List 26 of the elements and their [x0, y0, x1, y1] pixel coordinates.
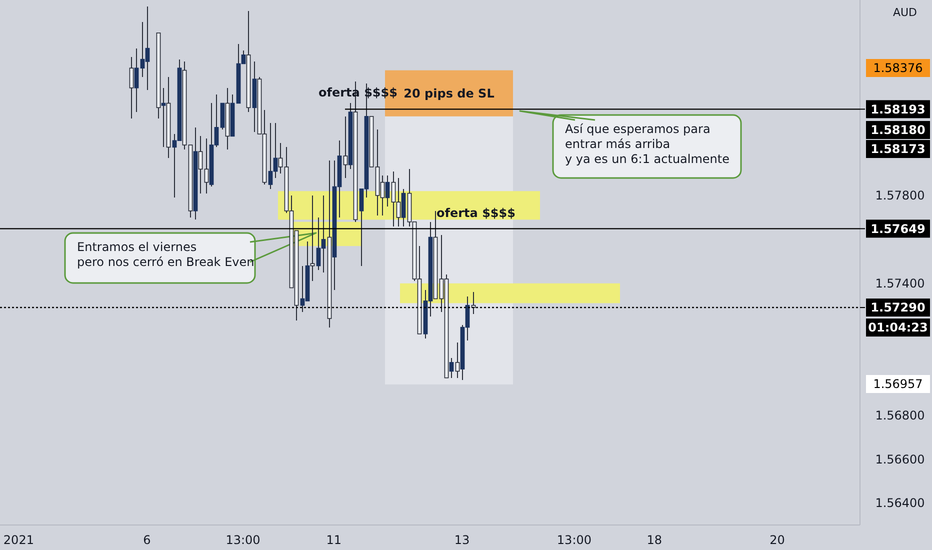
- x-tick-label: 6: [143, 533, 151, 548]
- text: 1.56957: [873, 377, 923, 392]
- x-tick-label: 11: [326, 533, 342, 548]
- x-tick-label: 20: [770, 533, 785, 548]
- text: 1.58180: [870, 123, 926, 138]
- x-tick-label: 13: [454, 533, 470, 548]
- y-tick-label: 1.56400: [875, 496, 925, 510]
- text: 1.58376: [873, 61, 923, 76]
- x-tick-label: 13:00: [556, 533, 592, 548]
- text: AUD: [892, 6, 918, 19]
- text: 01:04:23: [868, 320, 928, 335]
- annotation: Así que esperamos para entrar más arriba y ya es un 6:1 actualmente: [565, 122, 730, 166]
- ref-line-label: 1.57290: [870, 300, 926, 315]
- ref-line-label: 1.57649: [870, 222, 926, 236]
- y-tick-label: 1.57400: [875, 276, 925, 291]
- ref-line-label: 1.58193: [870, 102, 926, 116]
- annotation: oferta $$$$: [436, 206, 516, 220]
- band-label: 20 pips de SL: [404, 86, 495, 101]
- text: 1.58173: [870, 142, 926, 156]
- annotation: Entramos el viernes pero nos cerró en Break Even: [77, 240, 254, 269]
- y-tick-label: 1.56800: [875, 408, 925, 422]
- y-tick-label: 1.57800: [875, 188, 925, 203]
- x-tick-label: 18: [646, 533, 662, 548]
- x-tick-label: 2021: [3, 533, 34, 548]
- x-tick-label: 13:00: [226, 533, 260, 548]
- y-tick-label: 1.56600: [875, 452, 925, 466]
